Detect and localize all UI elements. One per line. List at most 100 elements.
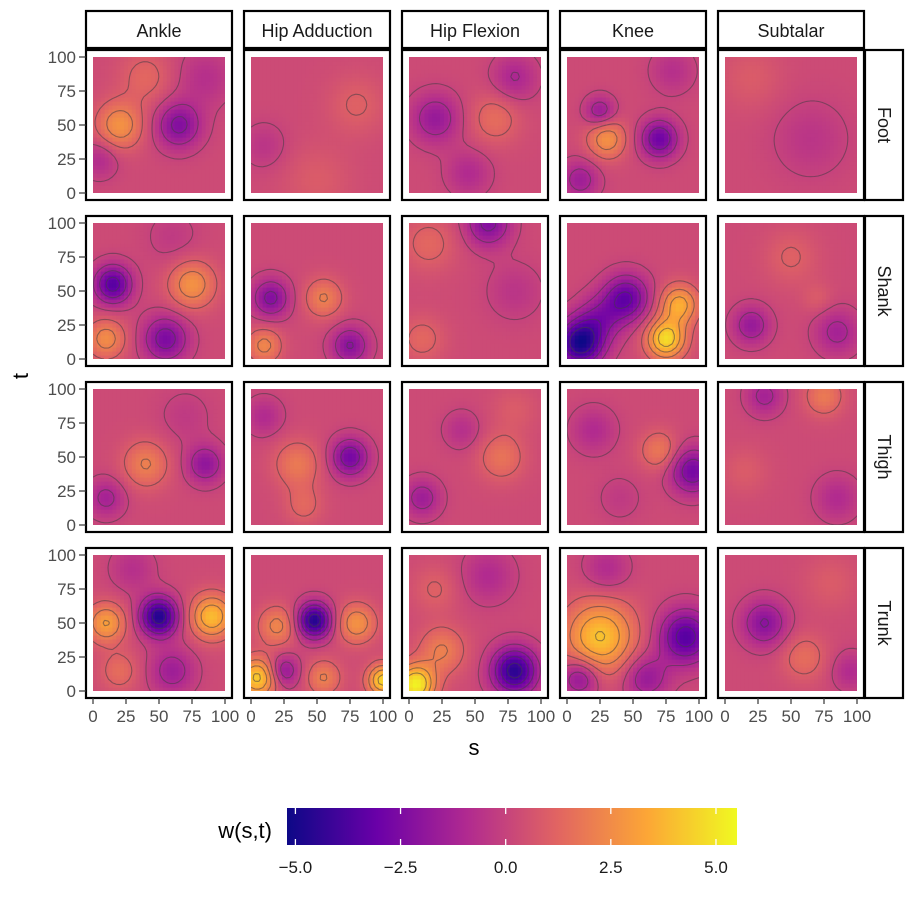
heat-cell	[336, 173, 341, 178]
heat-cell	[486, 137, 492, 142]
heat-cell	[112, 121, 117, 126]
heat-cell	[416, 65, 422, 70]
heat-cell	[178, 85, 183, 90]
heat-cell	[436, 141, 441, 146]
heat-cell	[258, 137, 264, 142]
heat-cell	[463, 93, 468, 98]
heat-cell	[416, 149, 422, 154]
heat-cell	[598, 189, 603, 193]
heat-cell	[217, 145, 222, 150]
heat-cell	[131, 101, 137, 106]
heat-cell	[443, 69, 449, 74]
heat-cell	[217, 169, 222, 174]
heat-cell	[660, 93, 665, 98]
heat-cell	[155, 133, 160, 138]
heat-cell	[371, 113, 376, 118]
heat-cell	[428, 177, 433, 182]
heat-cell	[217, 77, 222, 82]
heat-cell	[162, 145, 168, 150]
heat-cell	[732, 185, 738, 190]
heat-cell	[174, 65, 180, 70]
heat-cell	[266, 105, 272, 110]
heat-cell	[262, 137, 268, 142]
heat-cell	[178, 101, 183, 106]
heat-cell	[683, 141, 688, 146]
heat-cell	[193, 77, 199, 82]
heat-cell	[687, 105, 692, 110]
heat-cell	[475, 125, 480, 130]
heat-cell	[251, 89, 256, 94]
heat-cell	[301, 117, 306, 122]
heat-cell	[251, 113, 256, 118]
heat-cell	[124, 81, 129, 86]
heat-cell	[656, 73, 661, 78]
heat-cell	[254, 77, 260, 82]
heat-cell	[332, 177, 338, 182]
heat-cell	[617, 173, 622, 178]
heat-cell	[120, 189, 125, 193]
heat-cell	[363, 177, 369, 182]
heat-cell	[467, 65, 472, 70]
heat-cell	[640, 65, 646, 70]
heat-cell	[367, 161, 372, 166]
heat-cell	[320, 85, 326, 90]
heat-cell	[355, 153, 361, 158]
heat-cell	[285, 81, 291, 86]
heat-cell	[640, 129, 646, 134]
heat-cell	[567, 165, 572, 170]
heat-cell	[201, 165, 207, 170]
heat-cell	[420, 189, 426, 193]
heat-cell	[135, 65, 141, 70]
heat-cell	[814, 169, 819, 174]
heat-cell	[455, 77, 461, 82]
heat-cell	[221, 133, 225, 138]
heat-cell	[289, 85, 295, 90]
heat-cell	[605, 165, 611, 170]
heat-cell	[459, 181, 464, 186]
heat-cell	[131, 133, 137, 138]
heat-cell	[794, 177, 800, 182]
heat-cell	[490, 113, 496, 118]
heat-cell	[324, 137, 330, 142]
heat-cell	[116, 141, 121, 146]
heat-cell	[409, 109, 414, 114]
heat-cell	[424, 133, 430, 138]
heat-cell	[254, 189, 260, 193]
heat-cell	[355, 173, 361, 178]
heat-cell	[586, 125, 591, 130]
heat-cell	[529, 129, 534, 134]
heat-cell	[521, 169, 527, 174]
heat-cell	[725, 157, 730, 162]
heat-cell	[586, 157, 591, 162]
heat-cell	[660, 61, 665, 66]
heat-cell	[759, 181, 765, 186]
heat-cell	[120, 101, 125, 106]
heat-cell	[209, 161, 214, 166]
heat-cell	[691, 89, 696, 94]
heat-cell	[213, 117, 218, 122]
heat-cell	[201, 137, 207, 142]
heat-cell	[209, 113, 214, 118]
heat-cell	[675, 129, 681, 134]
heat-cell	[667, 157, 673, 162]
heat-cell	[147, 125, 152, 130]
heat-cell	[471, 157, 476, 162]
heat-cell	[475, 177, 480, 182]
heat-cell	[359, 137, 365, 142]
heat-cell	[147, 77, 152, 82]
heat-cell	[100, 129, 106, 134]
heat-cell	[293, 141, 299, 146]
heat-cell	[629, 141, 634, 146]
heat-cell	[609, 153, 615, 158]
heat-cell	[155, 101, 160, 106]
heat-cell	[736, 189, 742, 193]
heat-cell	[667, 97, 673, 102]
heat-cell	[320, 117, 326, 122]
heat-cell	[451, 161, 457, 166]
heat-cell	[371, 169, 376, 174]
heat-cell	[440, 117, 445, 122]
heat-cell	[633, 177, 638, 182]
heat-cell	[375, 97, 380, 102]
heat-cell	[818, 157, 823, 162]
heat-cell	[521, 181, 527, 186]
